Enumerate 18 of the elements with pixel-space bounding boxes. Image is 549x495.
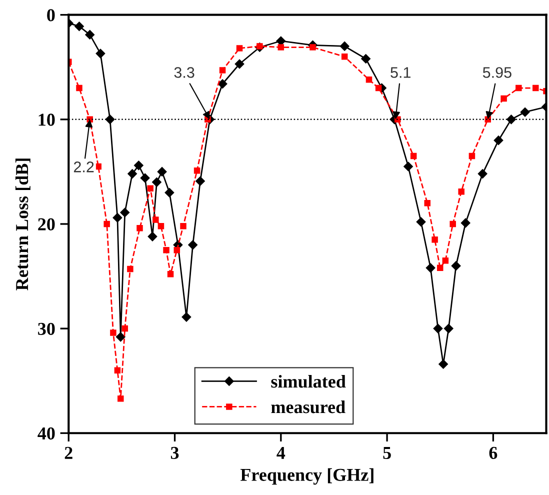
legend-label: measured <box>271 400 346 414</box>
annotation: 3.3 <box>174 67 194 78</box>
y-tick-label: 30 <box>38 322 55 335</box>
legend-label: simulated <box>271 374 346 388</box>
x-tick-label: 4 <box>276 446 286 459</box>
annotation: 5.95 <box>482 67 512 78</box>
y-tick-label: 10 <box>38 114 55 126</box>
x-axis-title: Frequency [GHz] <box>240 468 374 485</box>
y-tick-label: 40 <box>38 427 55 440</box>
x-tick-label: 6 <box>489 446 498 460</box>
y-axis-title: Return Loss [dB] <box>15 158 30 290</box>
annotation: 2.2 <box>74 162 94 172</box>
x-tick-label: 2 <box>64 446 72 459</box>
x-tick-label: 5 <box>383 447 391 460</box>
annotation: 5.1 <box>390 67 410 78</box>
y-tick-label: 20 <box>38 218 55 230</box>
y-tick-label: 0 <box>47 9 55 22</box>
x-tick-label: 3 <box>170 446 179 460</box>
